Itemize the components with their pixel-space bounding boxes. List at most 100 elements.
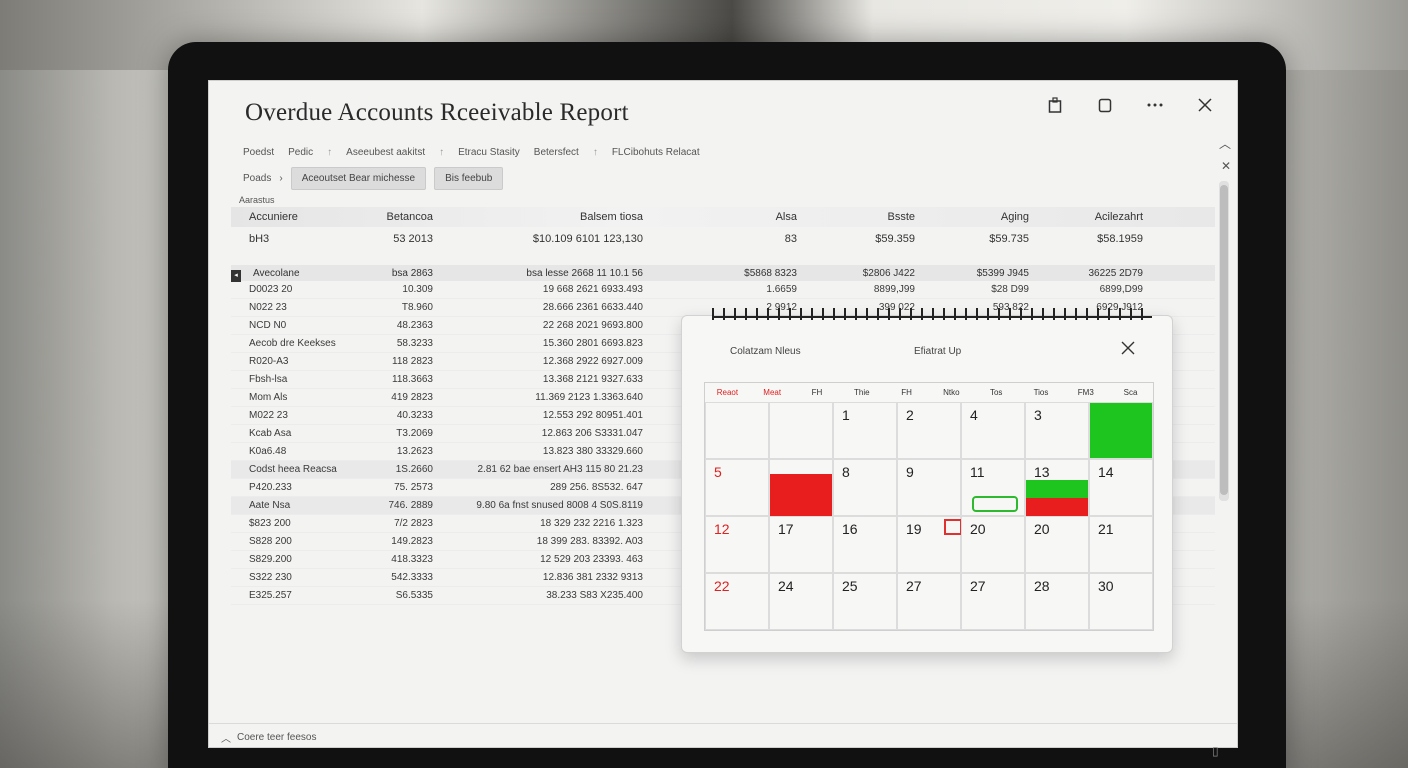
table-cell: 6929 J912: [1037, 302, 1157, 313]
calendar-day-number: 13: [1034, 464, 1050, 480]
separator-icon: ↑: [439, 147, 445, 158]
column-header[interactable]: Acilezahrt: [1094, 211, 1143, 223]
breadcrumb-item[interactable]: Poedst: [243, 147, 275, 158]
event-marker-red[interactable]: [770, 474, 832, 516]
table-cell: 18 399 283. 83392. A03: [536, 536, 643, 547]
table-cell: 40.3233: [396, 410, 433, 421]
calendar-day[interactable]: 17: [769, 516, 833, 573]
table-cell: D0023 20: [249, 284, 293, 295]
chevron-up-icon[interactable]: ︿: [221, 734, 231, 745]
event-marker-green[interactable]: [1026, 480, 1088, 498]
table-cell: 419 2823: [391, 392, 433, 403]
calendar-day[interactable]: 16: [833, 516, 897, 573]
table-cell: $2806 J422: [862, 267, 915, 279]
scrollbar-thumb[interactable]: [1220, 185, 1228, 495]
more-icon[interactable]: [1143, 93, 1167, 117]
calendar-day[interactable]: [769, 402, 833, 459]
calendar-day[interactable]: 19: [897, 516, 962, 573]
column-header[interactable]: Bsste: [887, 211, 915, 223]
breadcrumb-item[interactable]: Pedic: [288, 147, 314, 158]
calendar-day-number: 12: [714, 521, 730, 537]
table-cell: 28.666 2361 6633.440: [542, 302, 643, 313]
table-cell: 118 2823: [392, 356, 433, 367]
calendar-day[interactable]: 22: [705, 573, 769, 630]
table-cell: Codst heea Reacsa: [249, 464, 337, 475]
calendar-day[interactable]: 2: [897, 402, 961, 459]
calendar-day[interactable]: [1089, 402, 1153, 459]
breadcrumb-item[interactable]: Betersfect: [533, 147, 579, 158]
calendar-day[interactable]: 3: [1025, 402, 1089, 459]
filter-chip[interactable]: Aceoutset Bear michesse: [290, 167, 427, 190]
weekday-label: Reaot: [716, 388, 739, 397]
calendar-day[interactable]: 28: [1025, 573, 1089, 630]
calendar-day-number: 16: [842, 521, 858, 537]
table-cell: 53 2013: [393, 233, 433, 245]
column-header[interactable]: Balsem tiosa: [580, 211, 643, 223]
calendar-day[interactable]: 24: [769, 573, 833, 630]
table-cell: 19 668 2621 6933.493: [542, 284, 643, 295]
event-marker-outline[interactable]: [972, 496, 1018, 512]
window-controls: [1043, 93, 1217, 117]
chevron-right-icon: ›: [279, 173, 283, 184]
event-marker-green[interactable]: [1090, 403, 1152, 458]
share-icon[interactable]: [1043, 93, 1067, 117]
calendar-day[interactable]: 20: [1025, 516, 1089, 573]
column-header[interactable]: Accuniere: [249, 211, 298, 223]
calendar-subtitle: Efiatrat Up: [914, 346, 962, 357]
column-header[interactable]: Betancoa: [386, 211, 433, 223]
calendar-day[interactable]: 25: [833, 573, 897, 630]
table-cell: 36225 2D79: [1088, 267, 1144, 279]
table-cell: 12.863 206 S3331.047: [541, 428, 643, 439]
close-icon[interactable]: [1193, 93, 1217, 117]
calendar-day[interactable]: 13: [1025, 459, 1089, 517]
calendar-day-number: 20: [1034, 521, 1050, 537]
copy-icon[interactable]: [1093, 93, 1117, 117]
event-marker-red[interactable]: [1026, 498, 1088, 517]
calendar-day-number: 4: [970, 407, 978, 423]
calendar-day[interactable]: 1: [833, 402, 897, 459]
calendar-day[interactable]: 8: [833, 459, 897, 516]
weekday-label: Meat: [763, 388, 782, 397]
calendar-day[interactable]: 4: [961, 402, 1025, 459]
table-cell: bsa lesse 2668 11 10.1 56: [526, 267, 643, 279]
calendar-day[interactable]: 27: [961, 573, 1025, 630]
calendar-day[interactable]: 21: [1089, 516, 1153, 573]
summary-row[interactable]: bH3 53 2013 $10.109 6101 123,130 83 $59.…: [231, 227, 1215, 251]
calendar-day[interactable]: 9: [897, 459, 961, 516]
calendar-day[interactable]: 14: [1089, 459, 1153, 516]
table-cell: 10.309: [402, 284, 433, 295]
calendar-day[interactable]: 12: [705, 516, 769, 573]
close-icon[interactable]: ✕: [1220, 159, 1231, 173]
column-header[interactable]: Aging: [1000, 211, 1029, 223]
calendar-day-number: 17: [778, 521, 794, 537]
calendar-day[interactable]: [769, 459, 833, 516]
calendar-day[interactable]: 5: [705, 459, 769, 516]
calendar-day-number: 27: [906, 578, 922, 594]
calendar-day[interactable]: 11: [961, 459, 1025, 516]
breadcrumb-item[interactable]: Etracu Stasity: [458, 147, 520, 158]
selected-day-marker[interactable]: [944, 519, 962, 535]
scrollbar[interactable]: [1219, 181, 1229, 501]
table-cell: 9.80 6a fnst snused 8008 4 S0S.8119: [476, 500, 643, 511]
expand-toggle-icon[interactable]: ◂: [231, 269, 241, 282]
filter-chip[interactable]: Bis feebub: [434, 167, 504, 190]
table-cell: $5399 J945: [976, 267, 1029, 279]
calendar-day[interactable]: [705, 402, 769, 459]
weekday-label: Thie: [854, 388, 870, 397]
table-cell: P420.233: [249, 482, 292, 493]
chevron-up-icon[interactable]: ︿: [1218, 137, 1231, 151]
calendar-day-number: 28: [1034, 578, 1050, 594]
calendar-day-number: 5: [714, 464, 722, 480]
calendar-day-number: 24: [778, 578, 794, 594]
table-row[interactable]: D0023 20 10.309 19 668 2621 6933.493 1.6659…: [231, 281, 1215, 299]
calendar-day[interactable]: 27: [897, 573, 961, 630]
table-cell: 12.553 292 80951.401: [542, 410, 643, 421]
column-header[interactable]: Alsa: [775, 211, 797, 223]
close-icon[interactable]: [1120, 336, 1136, 362]
table-cell: $5868 8323: [744, 267, 797, 279]
breadcrumb-item[interactable]: FLCibohuts Relacat: [611, 147, 700, 158]
calendar-day[interactable]: 30: [1089, 573, 1153, 630]
calendar-day[interactable]: 20: [961, 516, 1025, 573]
group-header-row[interactable]: ◂ Avecolane bsa 2863 bsa lesse 2668 11 1…: [231, 265, 1215, 282]
breadcrumb-item[interactable]: Aseeubest aakitst: [346, 147, 426, 158]
